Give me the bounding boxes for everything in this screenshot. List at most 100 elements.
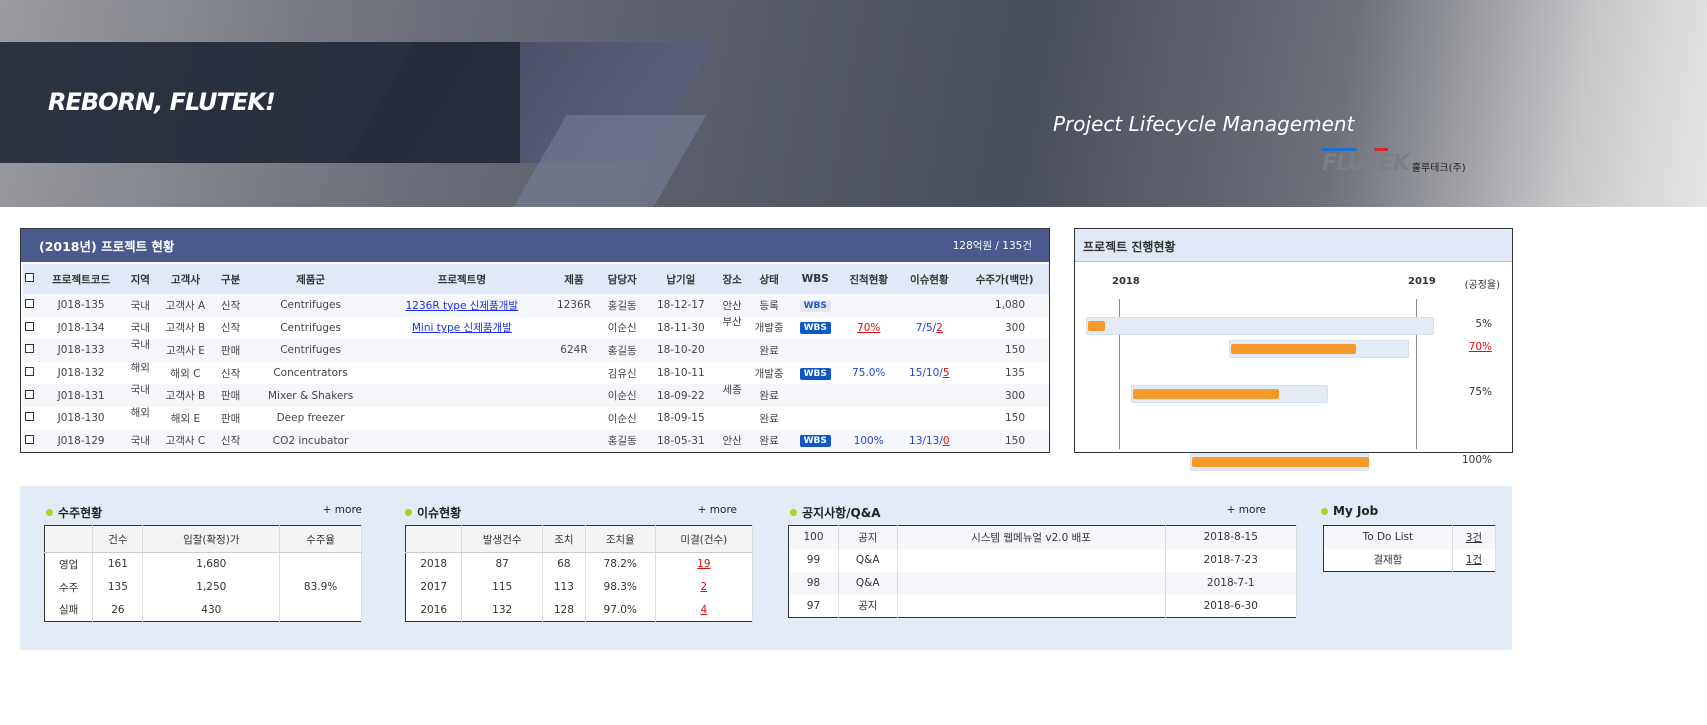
cell: 128: [542, 598, 586, 622]
progress-value[interactable]: 75.0%: [852, 367, 886, 380]
row-checkbox-cell[interactable]: [23, 317, 37, 340]
table-row[interactable]: 수주 135 1,250: [44, 575, 362, 599]
more-link[interactable]: + more: [1226, 504, 1266, 516]
column-header[interactable]: 납기일: [644, 264, 718, 294]
year-gridline: [1119, 299, 1120, 449]
table-row[interactable]: 97 공지 2018-6-30: [788, 594, 1298, 618]
cell-text: 2016: [420, 603, 448, 616]
cell-text[interactable]: 19: [697, 558, 711, 571]
checkbox[interactable]: [25, 434, 35, 444]
cell: 2016: [405, 598, 463, 622]
column-header[interactable]: 장소: [717, 264, 747, 294]
table-row[interactable]: J018-129 국내 고객사 C 신작 CO2 incubator 홍길동 18-05-3…: [23, 429, 1049, 453]
cell: 2018-6-30: [1165, 594, 1298, 618]
wbs-button[interactable]: WBS: [799, 299, 831, 312]
table-row[interactable]: J018-135 국내 고객사 A 신작 Centrifuges 1236R type 신…: [23, 294, 1049, 317]
row-checkbox-cell[interactable]: [23, 407, 37, 430]
issue-counts[interactable]: 7/5/: [915, 321, 937, 334]
column-header[interactable]: 제품: [547, 264, 600, 294]
bullet-icon: [1321, 507, 1328, 515]
cell-due: 18-10-11: [644, 362, 717, 385]
issue-counts[interactable]: 15/10/: [909, 367, 943, 380]
gantt-progress-bar[interactable]: [1231, 343, 1356, 354]
select-all-checkbox[interactable]: [23, 264, 37, 294]
table-row[interactable]: 2016 132 128 97.0% 4: [405, 598, 754, 622]
column-header[interactable]: 수주가(백만): [960, 264, 1049, 294]
column-header[interactable]: 이슈현황: [898, 264, 961, 294]
column-header[interactable]: 프로젝트코드: [36, 264, 126, 294]
project-link[interactable]: 1236R type 신제품개발: [405, 299, 519, 312]
more-link[interactable]: + more: [322, 504, 362, 516]
table-row[interactable]: J018-131 국내 고객사 B 판매 Mixer & Shakers 이순신 18-09…: [23, 384, 1049, 407]
gantt-progress-bar[interactable]: [1192, 457, 1369, 468]
column-header[interactable]: 지역: [125, 264, 156, 294]
column-header[interactable]: 프로젝트명: [375, 264, 548, 294]
column-header[interactable]: 고객사: [155, 264, 216, 294]
cell-owner: 홍길동: [600, 339, 645, 362]
gantt-progress-bar[interactable]: [1088, 321, 1106, 331]
notice-table: 100 공지 시스템 웹메뉴얼 v2.0 배포 2018-8-15 99 Q&A 2018-…: [788, 525, 1298, 618]
table-row[interactable]: To Do List 3건: [1323, 525, 1497, 549]
company-logo[interactable]: FLUTEK 훌루테크(주): [1322, 148, 1466, 176]
table-row[interactable]: 100 공지 시스템 웹메뉴얼 v2.0 배포 2018-8-15: [788, 525, 1298, 549]
table-row[interactable]: 영업 161 1,680 83.9%: [44, 552, 362, 622]
gantt-progress-bar[interactable]: [1133, 389, 1280, 400]
row-checkbox-cell[interactable]: [23, 294, 37, 317]
cell-text: 18-09-22: [657, 389, 705, 402]
column-header[interactable]: 담당자: [600, 264, 645, 294]
cell-text[interactable]: 2: [700, 581, 708, 593]
checkbox[interactable]: [25, 389, 35, 399]
checkbox[interactable]: [25, 299, 35, 309]
wbs-button[interactable]: WBS: [799, 322, 831, 335]
table-row[interactable]: 결재함 1건: [1323, 548, 1497, 572]
issue-counts[interactable]: 13/13/: [909, 434, 943, 447]
table-row[interactable]: J018-130 해외 해외 E 판매 Deep freezer 이순신 18-09-15 완…: [23, 407, 1049, 430]
progress-value[interactable]: 100%: [853, 434, 884, 447]
cell-text[interactable]: 시스템 웹메뉴얼 v2.0 배포: [971, 531, 1091, 544]
project-link[interactable]: Mini type 신제품개발: [411, 322, 512, 335]
cell-text: 국내: [130, 435, 150, 448]
checkbox[interactable]: [25, 321, 35, 331]
table-row[interactable]: 실패 26 430: [44, 598, 362, 622]
cell-wbs: WBS: [791, 317, 839, 340]
row-checkbox-cell[interactable]: [23, 362, 37, 385]
column-header[interactable]: 상태: [746, 264, 792, 294]
table-row[interactable]: J018-132 해외 해외 C 신작 Concentrators 김유신 18-10-11…: [23, 362, 1049, 385]
cell-type: 신작: [215, 429, 246, 453]
checkbox[interactable]: [25, 273, 35, 282]
table-row[interactable]: 2017 115 113 98.3% 2: [405, 575, 754, 599]
column-header[interactable]: 제품군: [245, 264, 376, 294]
more-link[interactable]: + more: [697, 504, 737, 516]
table-row[interactable]: 98 Q&A 2018-7-1: [788, 571, 1298, 595]
wbs-button[interactable]: WBS: [799, 367, 831, 380]
progress-value[interactable]: 70%: [857, 321, 881, 334]
column-header[interactable]: WBS: [791, 264, 840, 294]
progress-percent: 75%: [1468, 386, 1492, 399]
checkbox[interactable]: [25, 367, 35, 377]
cell-place: 세종: [717, 384, 747, 407]
table-row[interactable]: 2018 87 68 78.2% 19: [405, 552, 754, 576]
cell-text: 판매: [220, 412, 241, 425]
cell-owner: 이순신: [600, 317, 644, 340]
open-issue-count[interactable]: 5: [942, 367, 950, 380]
cell: 2017: [405, 575, 463, 599]
row-checkbox-cell[interactable]: [23, 429, 37, 453]
row-checkbox-cell[interactable]: [23, 384, 37, 407]
column-header[interactable]: 진척현황: [839, 264, 899, 294]
cell-text[interactable]: 4: [700, 603, 708, 616]
cell-due: 18-11-30: [644, 317, 717, 340]
row-checkbox-cell[interactable]: [23, 339, 37, 362]
column-header[interactable]: 구분: [215, 264, 246, 294]
open-issue-count[interactable]: 0: [942, 434, 950, 447]
cell-text[interactable]: 3건: [1465, 531, 1483, 544]
checkbox[interactable]: [25, 344, 35, 354]
checkbox[interactable]: [25, 412, 35, 422]
table-row[interactable]: J018-133 국내 고객사 E 판매 Centrifuges 624R 홍길동 18-10…: [23, 339, 1049, 362]
cell-text[interactable]: 1건: [1465, 554, 1483, 567]
table-row[interactable]: J018-134 국내 고객사 B 신작 Centrifuges Mini type 신제…: [23, 316, 1049, 340]
cell-text: 97.0%: [603, 603, 637, 616]
table-row[interactable]: 99 Q&A 2018-7-23: [788, 548, 1298, 572]
wbs-button[interactable]: WBS: [799, 435, 831, 448]
open-issue-count[interactable]: 2: [936, 321, 943, 334]
cell-text: 수주: [59, 581, 79, 594]
